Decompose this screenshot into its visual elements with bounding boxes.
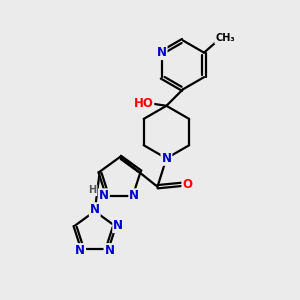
Text: CH₃: CH₃ <box>215 33 235 43</box>
Text: N: N <box>129 189 139 202</box>
Text: N: N <box>157 46 166 59</box>
Text: N: N <box>99 189 109 202</box>
Text: O: O <box>182 178 192 191</box>
Text: N: N <box>75 244 85 257</box>
Text: N: N <box>161 152 171 165</box>
Text: H: H <box>88 185 97 195</box>
Text: HO: HO <box>134 97 153 110</box>
Text: N: N <box>113 219 123 232</box>
Text: N: N <box>90 203 100 216</box>
Text: N: N <box>104 244 114 257</box>
